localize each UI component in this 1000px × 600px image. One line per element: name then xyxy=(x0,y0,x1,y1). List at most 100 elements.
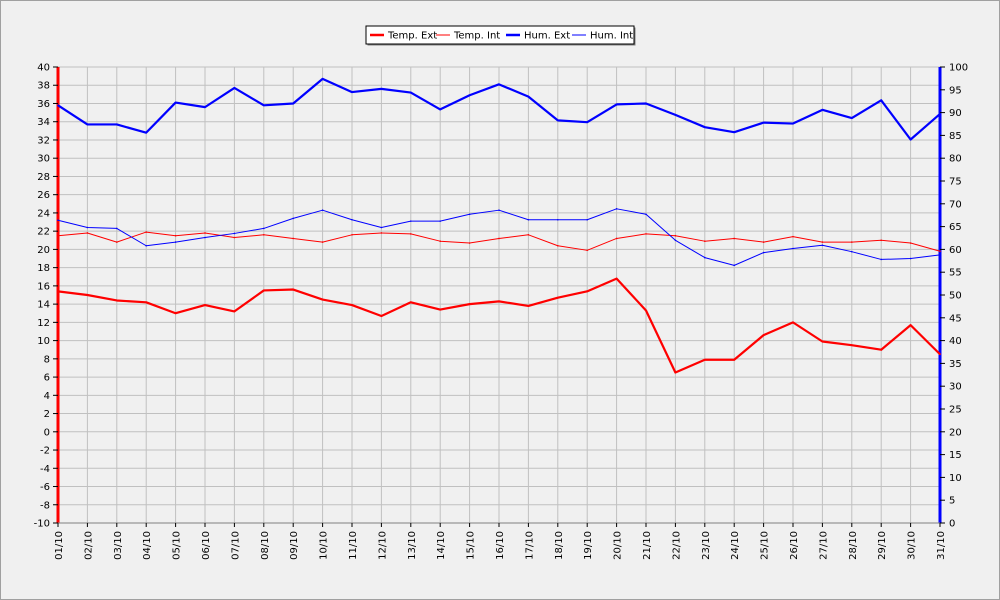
data-point xyxy=(792,247,794,250)
data-point xyxy=(527,234,530,236)
x-tick-label: 21/10 xyxy=(642,531,653,560)
data-point xyxy=(674,239,677,242)
right-tick-label: 45 xyxy=(949,313,962,324)
data-point xyxy=(939,353,941,356)
left-tick-label: 40 xyxy=(37,63,50,74)
data-point xyxy=(468,303,471,305)
left-tick-label: -2 xyxy=(40,446,50,457)
data-point xyxy=(645,309,647,312)
x-tick-label: 30/10 xyxy=(907,531,918,560)
data-point xyxy=(292,237,295,240)
right-tick-label: 65 xyxy=(949,222,962,233)
data-point xyxy=(321,78,324,80)
data-point xyxy=(674,234,677,237)
series xyxy=(57,77,941,374)
x-tick-label: 12/10 xyxy=(377,531,388,560)
data-point xyxy=(57,290,59,293)
right-tick-label: 20 xyxy=(949,427,962,438)
data-point xyxy=(909,138,912,141)
data-point xyxy=(263,104,265,107)
data-point xyxy=(204,236,206,239)
left-tick-label: 38 xyxy=(37,81,50,92)
right-tick-label: 95 xyxy=(949,85,962,96)
data-point xyxy=(498,83,500,86)
left-tick-label: 20 xyxy=(37,245,50,256)
data-point xyxy=(586,249,588,252)
x-tick-label: 09/10 xyxy=(289,531,300,560)
data-point xyxy=(57,104,59,107)
data-point xyxy=(174,312,177,315)
right-tick-label: 85 xyxy=(949,131,962,142)
x-tick-label: 03/10 xyxy=(113,531,124,560)
left-tick-label: 22 xyxy=(37,227,50,238)
data-point xyxy=(351,218,353,221)
legend-label: Temp. Ext xyxy=(387,31,437,42)
data-point xyxy=(615,208,618,210)
data-point xyxy=(792,321,794,324)
x-tick-label: 24/10 xyxy=(730,531,741,560)
data-point xyxy=(762,241,765,243)
data-point xyxy=(704,240,706,242)
x-tick-label: 11/10 xyxy=(348,531,359,560)
left-tick-label: 2 xyxy=(44,409,50,420)
data-point xyxy=(762,334,765,336)
right-tick-label: 40 xyxy=(949,336,962,347)
data-point xyxy=(57,234,59,237)
x-tick-label: 17/10 xyxy=(524,531,535,560)
right-tick-label: 55 xyxy=(949,268,962,279)
data-point xyxy=(174,101,177,104)
left-tick-label: 36 xyxy=(37,99,50,110)
x-tick-label: 28/10 xyxy=(848,531,859,560)
data-point xyxy=(263,234,265,236)
legend-label: Hum. Ext xyxy=(524,31,570,42)
data-point xyxy=(263,227,265,230)
legend-box xyxy=(365,25,635,45)
right-tick-label: 60 xyxy=(949,245,962,256)
data-point xyxy=(645,213,647,216)
left-tick-label: 0 xyxy=(44,427,50,438)
data-point xyxy=(645,102,647,105)
data-point xyxy=(292,102,295,105)
data-point xyxy=(527,305,530,307)
grid xyxy=(57,66,941,524)
data-point xyxy=(86,294,89,296)
data-point xyxy=(909,257,912,260)
data-point xyxy=(880,99,882,102)
data-point xyxy=(615,277,618,280)
data-point xyxy=(527,95,530,98)
data-point xyxy=(380,226,383,229)
legend-label: Temp. Int xyxy=(453,31,500,42)
data-point xyxy=(586,290,588,293)
data-point xyxy=(674,114,677,116)
data-point xyxy=(498,209,500,211)
x-tick-label: 05/10 xyxy=(172,531,183,560)
x-tick-label: 13/10 xyxy=(407,531,418,560)
data-point xyxy=(86,123,89,126)
data-point xyxy=(410,220,412,222)
data-point xyxy=(351,91,353,93)
right-tick-label: 25 xyxy=(949,405,962,416)
data-point xyxy=(851,250,853,253)
right-tick-label: 10 xyxy=(949,473,962,484)
data-point xyxy=(586,218,588,221)
data-point xyxy=(674,371,677,374)
data-point xyxy=(851,344,853,346)
x-tick-label: 14/10 xyxy=(436,531,447,560)
data-point xyxy=(733,358,735,361)
data-point xyxy=(145,231,147,233)
data-point xyxy=(909,242,912,244)
legend-label: Hum. Int xyxy=(590,31,633,42)
left-tick-label: -8 xyxy=(40,500,50,511)
data-point xyxy=(86,232,89,234)
left-tick-label: -4 xyxy=(40,464,50,475)
x-tick-label: 01/10 xyxy=(54,531,65,560)
data-point xyxy=(762,121,765,124)
data-point xyxy=(615,103,618,106)
data-point xyxy=(292,288,295,291)
data-point xyxy=(439,240,442,242)
left-tick-label: 10 xyxy=(37,336,50,347)
data-point xyxy=(380,232,383,234)
data-point xyxy=(174,241,177,243)
x-tick-label: 26/10 xyxy=(789,531,800,560)
